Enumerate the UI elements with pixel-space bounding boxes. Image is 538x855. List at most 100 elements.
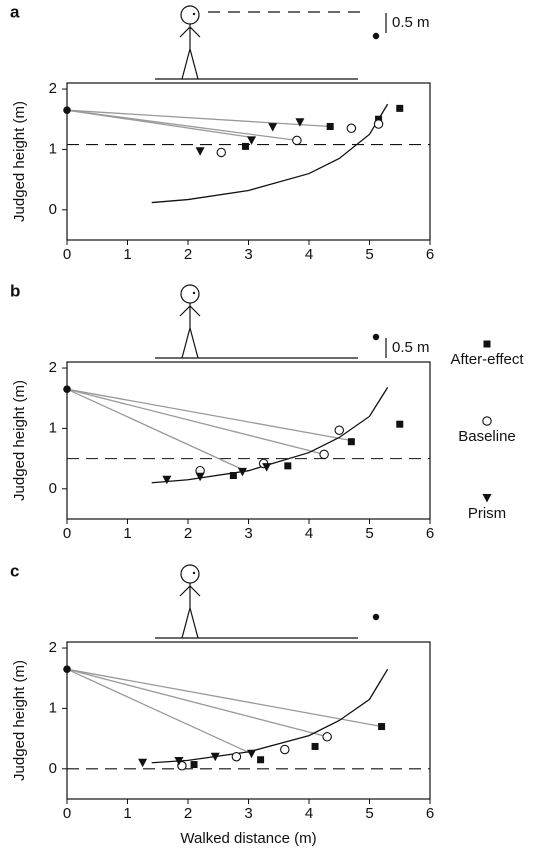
x-tick-label: 4: [305, 246, 313, 263]
y-tick-label: 0: [49, 760, 57, 777]
y-tick-label: 0: [49, 201, 57, 218]
data-point: [229, 472, 237, 480]
data-point: [311, 742, 319, 750]
sight-ray: [66, 668, 252, 755]
data-point: [334, 425, 344, 435]
eye: [192, 12, 196, 16]
x-tick-label: 5: [365, 525, 373, 542]
data-point: [237, 467, 247, 477]
x-axis-label: Walked distance (m): [180, 830, 316, 847]
x-tick-label: 4: [305, 805, 313, 822]
sight-ray: [66, 388, 352, 442]
panel-label: b: [10, 281, 20, 300]
sight-ray: [66, 388, 325, 456]
x-tick-label: 0: [63, 525, 71, 542]
y-tick-label: 1: [49, 699, 57, 716]
data-point: [284, 462, 292, 470]
data-point: [396, 104, 404, 112]
head: [180, 564, 200, 584]
y-tick-label: 2: [49, 359, 57, 376]
target-dot: [372, 613, 380, 621]
y-tick-label: 1: [49, 419, 57, 436]
plot-frame: [66, 82, 431, 241]
scale-label: 0.5 m: [392, 339, 430, 356]
sight-ray: [66, 109, 331, 128]
panel-label: a: [10, 2, 20, 21]
target-dot: [372, 333, 380, 341]
sight-ray: [66, 668, 382, 728]
data-point: [322, 732, 332, 742]
x-tick-label: 1: [123, 525, 131, 542]
model-curve: [151, 103, 389, 204]
head: [180, 5, 200, 25]
x-tick-label: 3: [244, 805, 252, 822]
data-point: [174, 756, 184, 766]
data-point: [210, 752, 220, 762]
x-tick-label: 2: [184, 246, 192, 263]
x-tick-label: 2: [184, 525, 192, 542]
eye: [192, 291, 196, 295]
sight-ray: [66, 668, 328, 738]
y-axis-label: Judged height (m): [11, 101, 28, 222]
x-tick-label: 2: [184, 805, 192, 822]
y-tick-label: 2: [49, 639, 57, 656]
data-point: [195, 472, 205, 482]
plot-frame: [66, 361, 431, 520]
data-point: [268, 123, 278, 132]
data-point: [347, 438, 355, 446]
y-tick-label: 2: [49, 80, 57, 97]
x-tick-label: 3: [244, 525, 252, 542]
stick-figure: [179, 303, 201, 359]
x-tick-label: 5: [365, 246, 373, 263]
data-point: [138, 758, 148, 768]
eye: [192, 571, 196, 575]
eye-point: [63, 106, 71, 114]
data-point: [162, 475, 172, 485]
legend-marker: [482, 494, 492, 503]
x-tick-label: 1: [123, 805, 131, 822]
data-point: [241, 142, 249, 150]
x-tick-label: 3: [244, 246, 252, 263]
data-point: [319, 449, 329, 460]
target-dot: [372, 32, 380, 40]
model-curve: [151, 387, 389, 484]
data-point: [375, 115, 383, 123]
data-point: [262, 463, 272, 472]
stick-figure: [179, 583, 201, 639]
y-tick-label: 0: [49, 480, 57, 497]
data-point: [280, 744, 290, 755]
stick-figure: [179, 24, 201, 80]
legend-label: After-effect: [450, 351, 524, 368]
data-point: [231, 751, 242, 762]
x-tick-label: 0: [63, 805, 71, 822]
x-tick-label: 4: [305, 525, 313, 542]
plot-frame: [66, 641, 431, 800]
data-point: [295, 118, 305, 127]
data-point: [216, 147, 227, 158]
sight-ray: [66, 109, 252, 138]
x-tick-label: 5: [365, 805, 373, 822]
data-point: [373, 119, 384, 129]
data-point: [346, 123, 357, 134]
legend-label: Prism: [468, 505, 506, 522]
data-point: [326, 122, 334, 130]
data-point: [396, 420, 404, 428]
x-tick-label: 6: [426, 805, 434, 822]
legend-marker: [482, 416, 492, 426]
scale-label: 0.5 m: [392, 14, 430, 31]
data-point: [190, 761, 198, 769]
sight-ray: [66, 388, 243, 471]
y-axis-label: Judged height (m): [11, 380, 28, 501]
model-curve: [151, 668, 389, 764]
y-axis-label: Judged height (m): [11, 660, 28, 781]
legend-label: Baseline: [458, 428, 516, 445]
eye-point: [63, 385, 71, 393]
x-tick-label: 6: [426, 246, 434, 263]
y-tick-label: 1: [49, 140, 57, 157]
x-tick-label: 6: [426, 525, 434, 542]
data-point: [257, 756, 265, 764]
legend-marker: [483, 340, 491, 348]
panel-label: c: [10, 561, 19, 580]
